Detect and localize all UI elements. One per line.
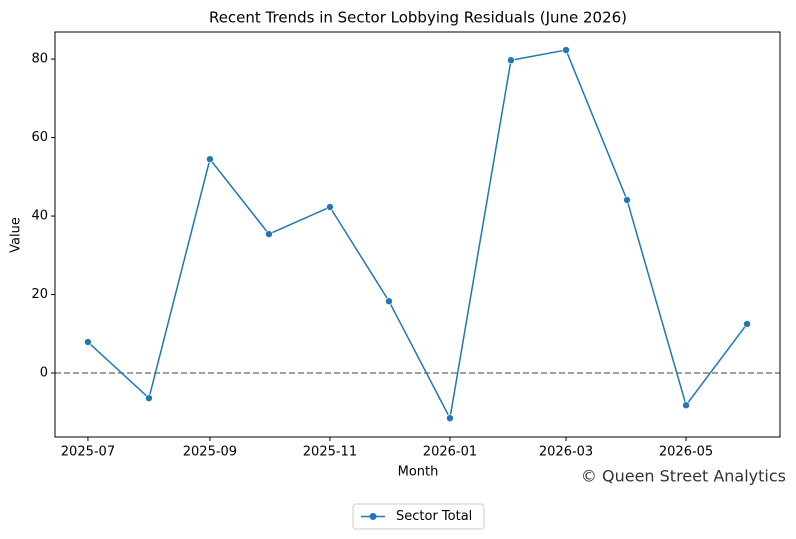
x-axis-label: Month [398, 465, 439, 480]
data-point [206, 155, 214, 163]
data-point [84, 338, 92, 346]
y-tick-label: 0 [40, 366, 48, 381]
x-tick-label: 2025-09 [183, 445, 237, 460]
data-point [562, 46, 570, 54]
y-tick-label: 40 [31, 209, 48, 224]
series-line [87, 49, 748, 421]
data-point [446, 414, 454, 422]
legend: Sector Total [352, 503, 485, 530]
x-tick-label: 2026-05 [659, 445, 713, 460]
legend-marker [369, 513, 377, 520]
data-point [507, 56, 515, 65]
x-tick-label: 2025-07 [61, 445, 115, 460]
data-point [326, 203, 334, 211]
x-tick-label: 2026-01 [423, 445, 477, 460]
x-tick-label: 2026-03 [539, 445, 593, 460]
data-point [385, 297, 393, 306]
y-tick-label: 80 [31, 52, 48, 67]
legend-box [352, 503, 485, 530]
data-point [623, 196, 631, 204]
watermark: © Queen Street Analytics [581, 467, 786, 486]
plot-frame [54, 31, 781, 438]
data-point [265, 230, 273, 238]
legend-label: Sector Total [396, 509, 472, 524]
data-point [682, 401, 690, 410]
y-axis-label: Value [9, 217, 24, 253]
data-point [145, 394, 153, 402]
y-tick-label: 20 [31, 287, 48, 302]
x-tick-label: 2025-11 [303, 445, 357, 460]
y-tick-label: 60 [31, 130, 48, 145]
chart-title: Recent Trends in Sector Lobbying Residua… [209, 9, 627, 27]
data-point [743, 320, 751, 328]
